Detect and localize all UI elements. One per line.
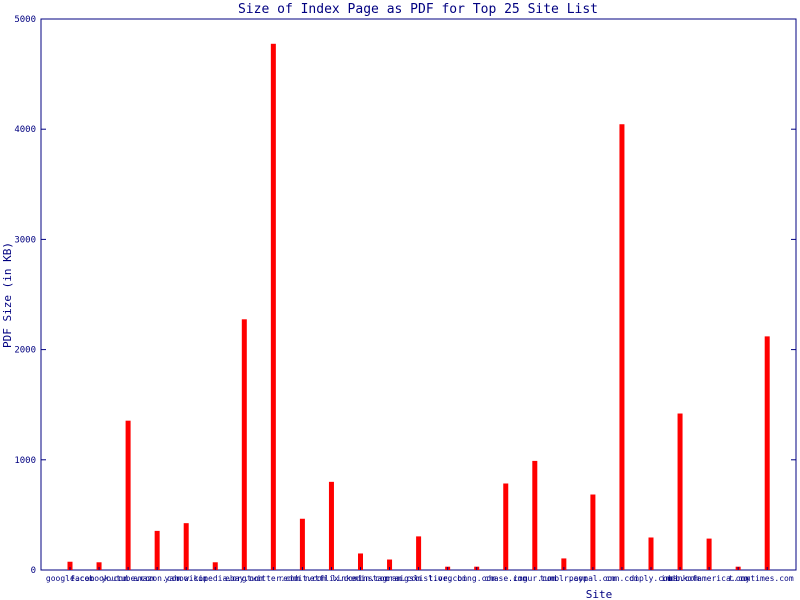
bar-tumblr-com <box>561 558 567 570</box>
y-tick-label: 0 <box>31 566 36 576</box>
x-tick-label: ebay.com <box>225 574 264 583</box>
x-tick-label: live.com <box>428 574 467 583</box>
x-tick-label: nytimes.com <box>741 574 794 583</box>
x-tick-label: amazon.com <box>133 574 181 583</box>
bar-reddit-com <box>299 518 305 570</box>
y-tick-label: 3000 <box>14 235 36 245</box>
plot-area <box>40 18 797 571</box>
bar-diply-com <box>648 537 654 570</box>
x-tick-label: diply.com <box>629 574 673 583</box>
bar-wikipedia-org <box>212 562 218 570</box>
bar-netflix-com <box>328 481 334 570</box>
bar-linkedin-com <box>358 553 363 570</box>
x-tick-label: wikipedia.org <box>184 574 247 583</box>
x-tick-label: bankofamerica.com <box>668 574 750 583</box>
x-tick-label: linkedin.com <box>332 574 390 583</box>
x-tick-label: paypal.com <box>569 574 617 583</box>
chart-title: Size of Index Page as PDF for Top 25 Sit… <box>238 2 598 17</box>
bar-ebay-com <box>241 319 247 570</box>
y-tick-label: 2000 <box>14 346 36 356</box>
x-tick-label: reddit.com <box>278 574 326 583</box>
x-tick-label: instagram.com <box>358 574 421 583</box>
x-tick-label: imgur.com <box>513 574 557 583</box>
x-tick-label: facebook.com <box>70 574 128 583</box>
y-axis-label: PDF Size (in KB) <box>1 242 14 348</box>
bar-chase-com <box>503 483 509 570</box>
x-tick-label: cnn.com <box>605 574 639 583</box>
bar-craigslist-org <box>416 536 422 570</box>
x-tick-label: t.co <box>729 574 748 583</box>
x-axis: google.comfacebook.comyoutube.comamazon.… <box>46 567 794 583</box>
bar-youtube-com <box>125 420 131 570</box>
bar-yahoo-com <box>183 523 189 570</box>
x-tick-label: yahoo.com <box>165 574 209 583</box>
x-tick-label: imdb.com <box>661 574 700 583</box>
x-tick-label: twitter.com <box>247 574 300 583</box>
y-tick-label: 4000 <box>14 125 36 135</box>
y-axis: 0 1000 2000 3000 4000 5000 <box>14 15 796 576</box>
y-tick-label: 1000 <box>14 456 36 466</box>
bar-bankofamerica-com <box>706 538 712 570</box>
bar-cnn-com <box>619 124 625 570</box>
bar-facebook-com <box>96 562 102 570</box>
bar-twitter-com <box>270 43 276 571</box>
x-tick-label: tumblr.com <box>540 574 588 583</box>
x-tick-label: netflix.com <box>305 574 358 583</box>
y-tick-label: 5000 <box>14 15 36 25</box>
bars <box>67 43 770 571</box>
bar-amazon-com <box>154 530 160 570</box>
x-tick-label: bing.com <box>457 574 496 583</box>
bar-paypal-com <box>590 494 596 570</box>
bar-instagram-com <box>387 559 393 570</box>
x-tick-label: youtube.com <box>102 574 155 583</box>
bar-imdb-com <box>677 413 683 570</box>
x-tick-label: craigslist.org <box>385 574 453 583</box>
x-tick-label: chase.com <box>484 574 528 583</box>
x-tick-label: google.com <box>46 574 94 583</box>
bar-imgur-com <box>532 460 538 570</box>
bar-google-com <box>67 561 73 570</box>
bar-nytimes-com <box>764 336 770 570</box>
x-axis-label: Site <box>586 588 613 600</box>
